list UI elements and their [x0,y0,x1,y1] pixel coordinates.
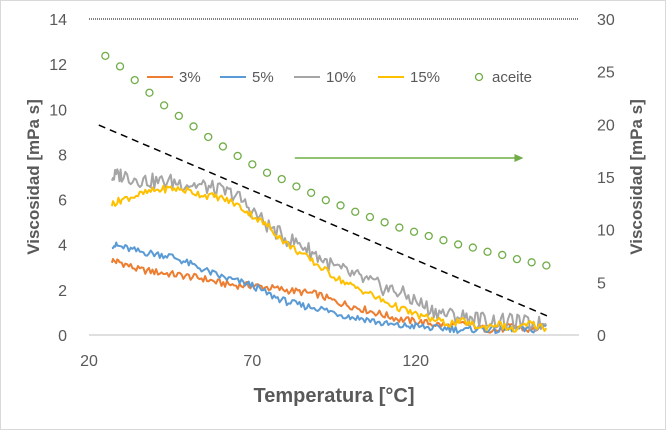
aceite-marker [292,182,301,191]
y-left-tick-label: 6 [58,193,67,210]
y-right-tick-label: 15 [597,170,615,187]
aceite-marker [351,207,360,216]
y-left-tick-label: 4 [58,238,67,255]
aceite-marker [380,218,389,227]
y-left-tick-label: 8 [58,147,67,164]
aceite-marker [130,75,139,85]
aceite-marker [424,231,433,241]
y-left-tick-label: 2 [58,283,67,300]
aceite-marker [204,132,213,142]
legend-label: 3% [179,69,201,86]
x-tick-label: 20 [80,353,98,370]
aceite-marker [145,88,154,97]
y-right-tick-label: 25 [597,65,615,82]
aceite-marker [174,111,183,121]
aceite-marker [159,101,169,110]
series-line-10pct [110,168,547,332]
series-line-5pct [111,241,547,335]
aceite-marker [439,236,448,245]
aceite-marker [321,196,330,205]
aceite-marker [542,261,551,270]
aceite-marker [498,250,507,260]
y-right-tick-label: 10 [597,223,615,240]
aceite-marker [101,51,110,61]
aceite-marker [483,247,492,256]
aceite-marker [409,227,419,236]
aceite-marker [512,255,522,264]
trend-dashed-line [98,124,550,318]
legend-symbol-aceite [474,72,484,82]
aceite-marker [527,258,536,267]
y-left-tick-label: 0 [58,328,67,345]
y-left-tick-label: 14 [49,12,67,29]
aceite-marker [453,240,463,249]
green-arrow-head [514,154,524,163]
y-right-tick-label: 5 [597,275,606,292]
y-right-tick-label: 0 [597,328,606,345]
aceite-marker [233,151,242,161]
aceite-marker [306,188,316,197]
aceite-marker [189,122,198,131]
aceite-marker [262,168,272,177]
legend-label: 5% [252,69,274,86]
y-left-tick-label: 10 [49,102,67,119]
y-right-tick-label: 20 [597,117,615,134]
aceite-marker [365,212,375,222]
aceite-marker [336,201,345,210]
x-axis-title: Temperatura [°C] [254,385,415,407]
aceite-marker [115,62,125,71]
series-line-15pct [110,184,548,333]
x-tick-label: 120 [402,353,429,370]
aceite-marker [277,174,286,184]
y-left-axis-title: Viscosidad [mPa s] [24,99,43,255]
legend-label: 10% [326,69,356,86]
y-right-axis-title: Viscosidad [mPa s] [627,99,646,255]
aceite-marker [395,223,404,232]
y-left-tick-label: 12 [49,57,67,74]
legend-label: aceite [492,69,532,86]
aceite-marker [218,142,228,151]
aceite-marker [468,243,477,252]
aceite-marker [248,160,257,169]
y-right-tick-label: 30 [597,12,615,29]
legend-label: 15% [410,69,440,86]
x-tick-label: 70 [243,353,261,370]
